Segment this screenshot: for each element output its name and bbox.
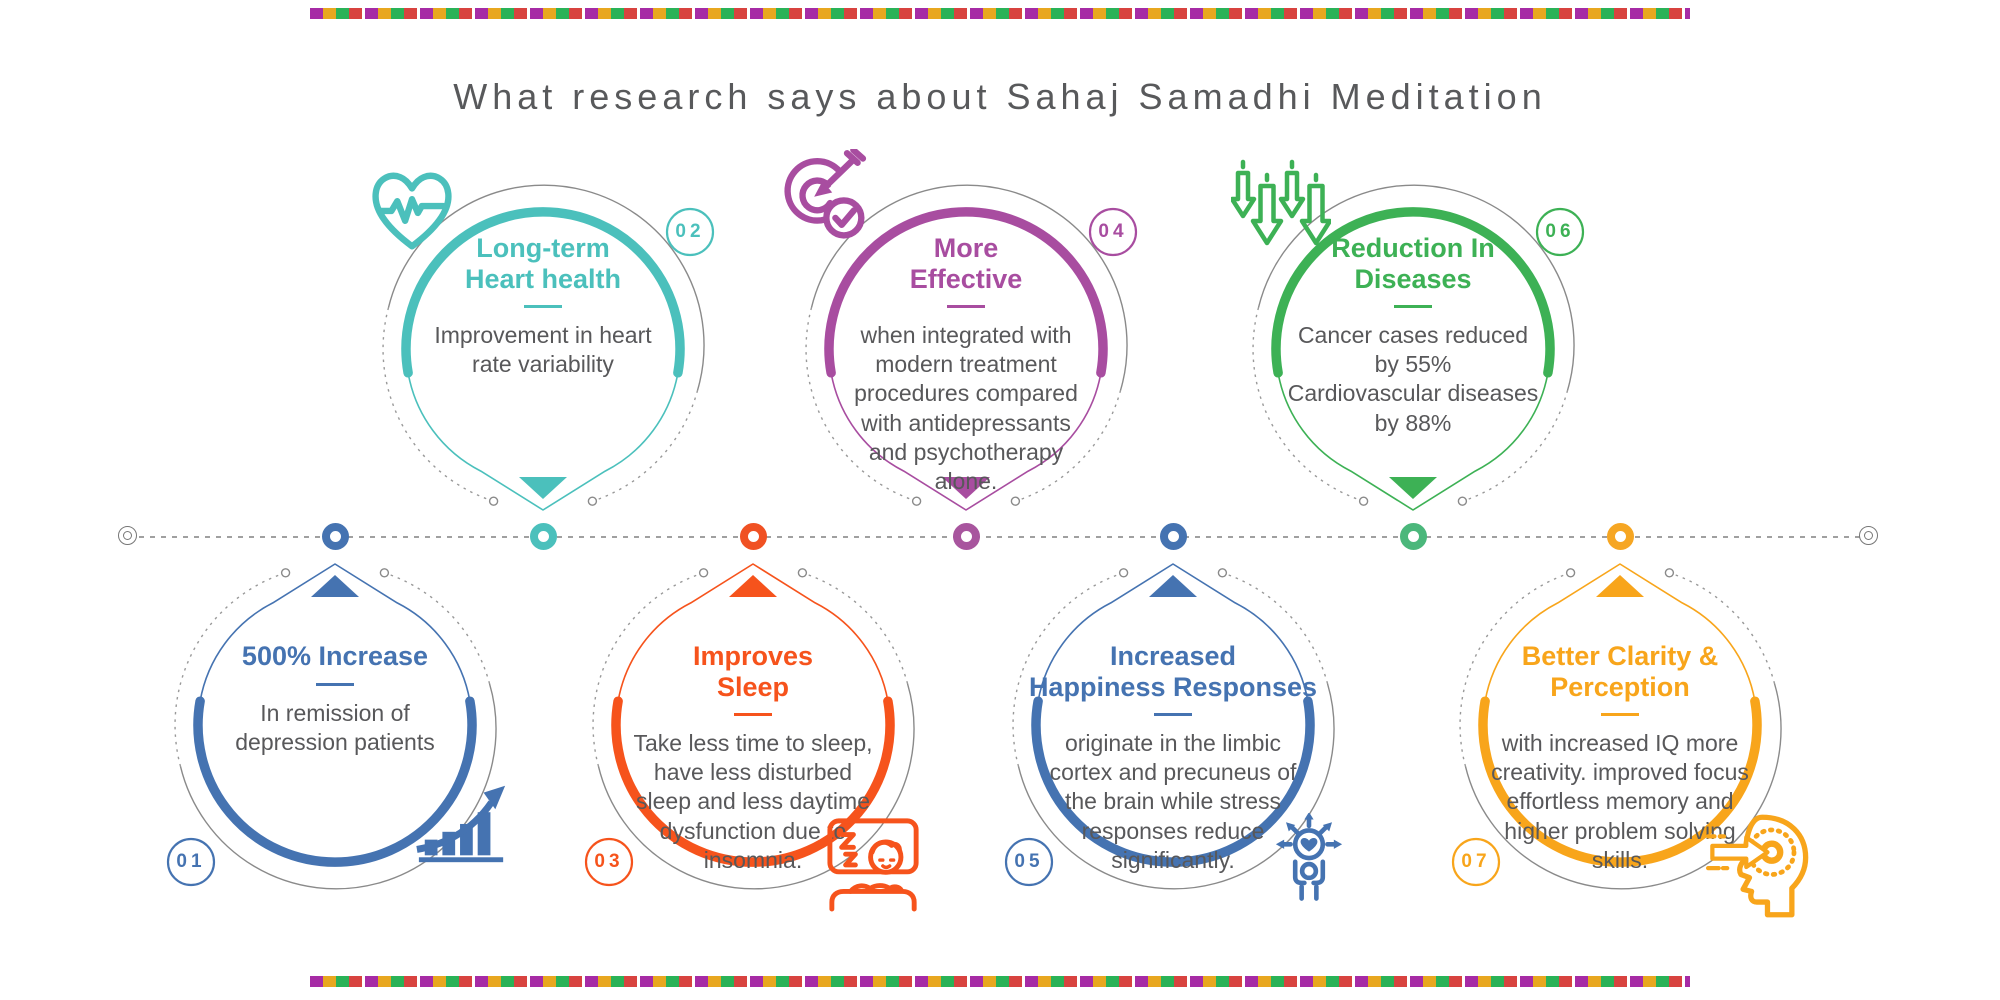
node-number-badge: 05 <box>1014 851 1044 872</box>
timeline-dot-07 <box>1607 523 1634 550</box>
node-number-badge: 03 <box>594 851 624 872</box>
terminator-inner-circle <box>123 531 132 540</box>
title-divider <box>524 305 562 308</box>
node-body: originate in the limbic cortex and precu… <box>1049 730 1297 873</box>
node-07-clarity-perception: 07 Better Clarity & Perception with incr… <box>1430 515 1810 935</box>
clarity-head-icon <box>1706 814 1809 918</box>
timeline-dot-01 <box>322 523 349 550</box>
node-number-badge: 07 <box>1461 851 1491 872</box>
node-01-remission: 01 500% Increase In remission of depress… <box>145 515 525 935</box>
timeline-dot-05 <box>1160 523 1187 550</box>
node-number-badge: 02 <box>675 221 705 242</box>
node-bubble-graphic <box>805 184 1138 511</box>
node-bubble-graphic <box>1004 563 1335 890</box>
node-title: Long-term Heart health <box>464 233 622 294</box>
node-bubble-graphic <box>382 184 715 511</box>
node-bubble-graphic <box>1252 184 1585 511</box>
title-divider <box>1394 305 1432 308</box>
node-body: In remission of depression patients <box>235 699 435 755</box>
heart-pulse-icon <box>372 172 452 250</box>
node-body: when integrated with modern treatment pr… <box>854 322 1078 495</box>
target-arrow-icon <box>784 149 867 239</box>
node-number-badge: 06 <box>1545 221 1575 242</box>
title-divider <box>947 305 985 308</box>
node-04-more-effective: 04 More Effective when integrated with m… <box>776 139 1156 559</box>
title-divider <box>1154 713 1192 716</box>
node-body: with increased IQ more creativity. impro… <box>1491 730 1749 873</box>
timeline-dot-02 <box>530 523 557 550</box>
top-border-stripe <box>310 8 1690 19</box>
timeline-right-terminator-icon <box>1859 526 1878 545</box>
node-bubble-graphic <box>584 563 915 890</box>
node-06-reduction-diseases: 06 Reduction In Diseases Cancer cases re… <box>1223 139 1603 559</box>
bar-chart-growth-icon <box>416 785 506 863</box>
node-title: More Effective <box>909 233 1023 294</box>
node-bubble-graphic <box>1451 563 1782 890</box>
node-title: Improves Sleep <box>692 641 814 702</box>
node-title: 500% Increase <box>241 641 429 671</box>
node-number-badge: 04 <box>1098 221 1128 242</box>
timeline-dot-03 <box>740 523 767 550</box>
timeline-dashed-line <box>128 536 1869 538</box>
node-number-badge: 01 <box>176 851 206 872</box>
node-bubble-graphic <box>166 563 497 890</box>
title-divider <box>734 713 772 716</box>
terminator-inner-circle <box>1864 531 1873 540</box>
bottom-border-stripe <box>310 976 1690 987</box>
timeline-dot-04 <box>953 523 980 550</box>
node-body: Cancer cases reduced by 55% Cardiovascul… <box>1287 322 1539 436</box>
sleeping-person-icon <box>827 818 919 912</box>
timeline-dot-06 <box>1400 523 1427 550</box>
node-03-improves-sleep: 03 Improves Sleep Take less time to slee… <box>563 515 943 935</box>
node-05-happiness: 05 Increased Happiness Responses origina… <box>983 515 1363 935</box>
node-title: Better Clarity & Perception <box>1521 641 1719 702</box>
down-arrows-icon <box>1231 159 1331 246</box>
node-body: Improvement in heart rate variability <box>434 322 652 378</box>
timeline-left-terminator-icon <box>118 526 137 545</box>
title-divider <box>1601 713 1639 716</box>
node-title: Increased Happiness Responses <box>1028 641 1318 702</box>
title-divider <box>316 682 354 686</box>
happiness-responses-icon <box>1275 813 1343 901</box>
page-title: What research says about Sahaj Samadhi M… <box>453 76 1547 118</box>
node-title: Reduction In Diseases <box>1331 233 1495 294</box>
node-02-heart-health: 02 Long-term Heart health Improvement in… <box>353 139 733 559</box>
